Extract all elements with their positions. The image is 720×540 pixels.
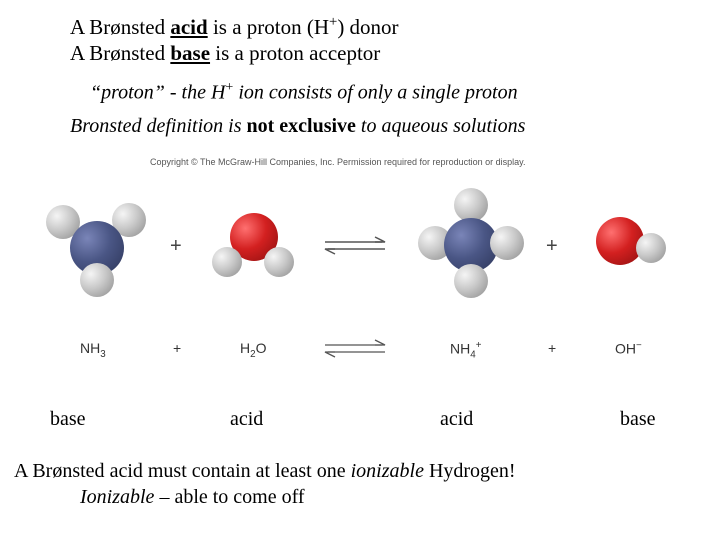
text: is a proton acceptor	[210, 41, 380, 65]
text: Bronsted definition is	[70, 115, 246, 137]
arrow-icon	[320, 336, 390, 360]
text: H	[240, 340, 250, 356]
text: O	[256, 340, 267, 356]
hydrogen-atom	[454, 188, 488, 222]
text: must contain at least one	[143, 460, 351, 482]
plus-symbol: +	[170, 235, 182, 258]
subscript: 4	[470, 349, 475, 360]
plus-symbol: +	[548, 340, 556, 356]
italic-text: ionizable	[351, 460, 424, 482]
formula-nh4: NH4+	[450, 340, 481, 360]
hydrogen-atom	[264, 247, 294, 277]
text: A Brønsted	[70, 41, 170, 65]
hydrogen-atom	[80, 263, 114, 297]
molecule-oh	[590, 207, 670, 277]
reaction-diagram: + +	[30, 175, 690, 325]
role-base: base	[620, 408, 656, 431]
formula-h2o: H2O	[240, 340, 266, 360]
text: is a proton (H	[208, 15, 329, 39]
text: OH	[615, 341, 636, 357]
superscript: +	[476, 340, 482, 351]
acid-word: acid	[170, 15, 207, 39]
text: ” - the H	[154, 82, 226, 104]
text: – able to come off	[154, 486, 304, 508]
bold-text: not exclusive	[246, 115, 355, 137]
text: proton	[101, 82, 154, 104]
plus-symbol: +	[546, 235, 558, 258]
role-base: base	[50, 408, 86, 431]
text: ) donor	[337, 15, 398, 39]
hydrogen-atom	[636, 233, 666, 263]
ionizable-definition: Ionizable – able to come off	[80, 486, 305, 509]
equilibrium-arrows	[320, 336, 390, 360]
text: Hydrogen!	[424, 460, 516, 482]
role-acid: acid	[230, 408, 263, 431]
text: ion consists of only a single proton	[233, 82, 517, 104]
acid-definition-line: A Brønsted acid is a proton (H+) donor	[70, 14, 399, 40]
copyright-text: Copyright © The McGraw-Hill Companies, I…	[150, 157, 525, 167]
italic-text: Ionizable	[80, 486, 154, 508]
hydrogen-atom	[490, 226, 524, 260]
not-exclusive-line: Bronsted definition is not exclusive to …	[70, 115, 525, 138]
text: to aqueous solutions	[356, 115, 525, 137]
molecule-h2o	[210, 205, 300, 285]
text: NH	[80, 340, 100, 356]
subscript: 3	[100, 349, 105, 360]
role-acid: acid	[440, 408, 473, 431]
text: “	[90, 82, 101, 104]
plus-symbol: +	[173, 340, 181, 356]
superscript: −	[636, 340, 642, 351]
equilibrium-arrows	[320, 233, 390, 257]
proton-note: “proton” - the H+ ion consists of only a…	[90, 80, 518, 105]
text: NH	[450, 341, 470, 357]
acid-word: acid	[110, 460, 143, 482]
base-word: base	[170, 41, 210, 65]
base-definition-line: A Brønsted base is a proton acceptor	[70, 41, 380, 66]
molecule-nh3	[50, 195, 150, 295]
formula-oh: OH−	[615, 340, 642, 357]
molecule-nh4	[420, 190, 530, 300]
arrow-icon	[320, 233, 390, 257]
hydrogen-atom	[454, 264, 488, 298]
hydrogen-atom	[212, 247, 242, 277]
formula-nh3: NH3	[80, 340, 106, 360]
text: A Brønsted	[14, 460, 110, 482]
ionizable-line: A Brønsted acid must contain at least on…	[14, 460, 516, 483]
text: A Brønsted	[70, 15, 170, 39]
